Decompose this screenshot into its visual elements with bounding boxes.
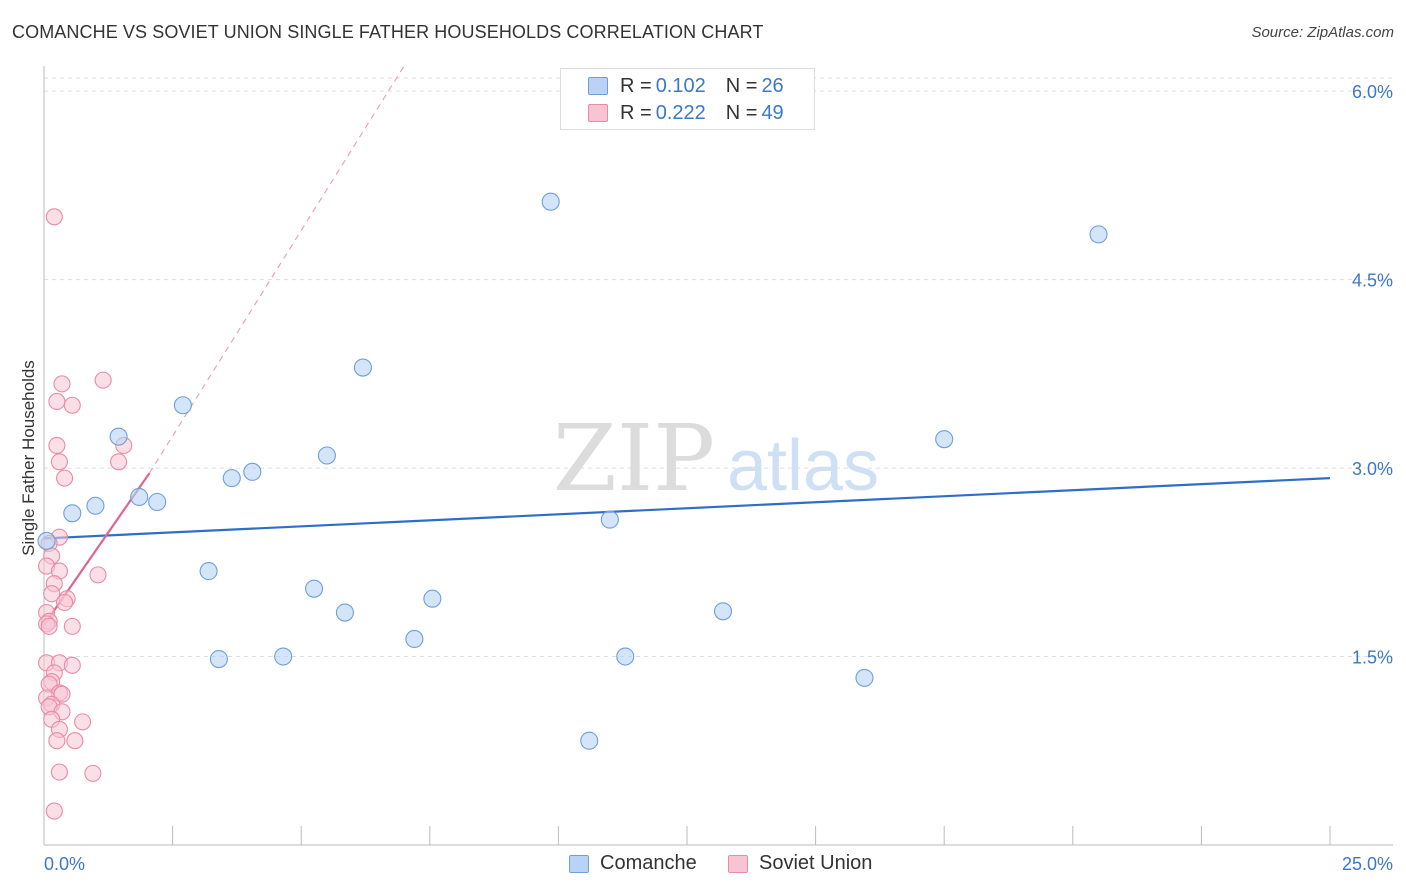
data-point-comanche xyxy=(243,462,262,481)
source-credit: Source: ZipAtlas.com xyxy=(1251,24,1394,41)
x-tick-label-min: 0.0% xyxy=(44,854,85,874)
data-point-comanche xyxy=(209,649,228,669)
chart-title: COMANCHE VS SOVIET UNION SINGLE FATHER H… xyxy=(12,22,764,42)
legend-r-label: R = xyxy=(620,74,652,97)
bottom-legend-label-soviet: Soviet Union xyxy=(759,852,873,874)
axes xyxy=(43,66,1393,846)
y-tick-labels: 1.5% 3.0% 4.5% 6.0% xyxy=(1352,82,1393,667)
bottom-legend-soviet: Soviet Union xyxy=(728,852,872,875)
legend-row-comanche: R = 0.102 N = 26 xyxy=(561,73,784,99)
legend-swatch-soviet xyxy=(588,104,608,122)
y-tick-label: 4.5% xyxy=(1352,271,1393,291)
data-point-comanche xyxy=(580,731,599,750)
y-tick-label: 1.5% xyxy=(1352,648,1393,668)
watermark-atlas: atlas xyxy=(727,426,879,506)
legend-swatch-comanche xyxy=(588,77,608,95)
bottom-legend-swatch-soviet xyxy=(728,854,748,873)
y-tick-label: 3.0% xyxy=(1352,459,1393,479)
trend-line-comanche xyxy=(43,477,1331,540)
watermark-zip: ZIP xyxy=(553,405,715,512)
data-point-comanche xyxy=(713,602,733,621)
data-point-soviet xyxy=(89,566,107,584)
data-point-comanche xyxy=(855,668,874,687)
data-point-comanche xyxy=(935,430,954,449)
legend-n-value: 26 xyxy=(761,74,784,97)
data-point-soviet xyxy=(110,453,128,471)
data-point-comanche xyxy=(274,647,293,666)
bottom-legend: Comanche Soviet Union xyxy=(0,852,1406,878)
data-point-comanche xyxy=(109,427,128,446)
data-point-comanche xyxy=(86,496,105,515)
data-point-comanche xyxy=(317,446,336,465)
data-point-comanche xyxy=(173,396,192,415)
data-point-comanche xyxy=(37,531,56,550)
bottom-legend-label-comanche: Comanche xyxy=(600,852,697,874)
data-point-comanche xyxy=(541,192,560,211)
data-point-soviet xyxy=(50,453,68,471)
data-point-comanche xyxy=(130,487,149,507)
data-point-comanche xyxy=(335,603,354,622)
data-point-soviet xyxy=(74,713,92,731)
data-point-comanche xyxy=(63,504,82,523)
y-tick-label: 6.0% xyxy=(1352,82,1393,102)
data-point-soviet xyxy=(94,371,112,389)
gridlines xyxy=(44,77,1393,658)
data-point-soviet xyxy=(63,396,81,414)
data-point-comanche xyxy=(148,492,167,512)
data-point-soviet xyxy=(56,593,74,612)
data-point-soviet xyxy=(40,617,58,635)
data-point-comanche xyxy=(423,589,442,608)
trend-lines xyxy=(43,65,1331,626)
y-axis-label: Single Father Households xyxy=(19,360,38,556)
data-point-comanche xyxy=(616,647,635,666)
data-point-soviet xyxy=(63,617,81,635)
data-point-comanche xyxy=(353,358,372,377)
x-tick-label-max: 25.0% xyxy=(1342,854,1393,874)
data-point-soviet xyxy=(48,436,66,454)
bottom-legend-swatch-comanche xyxy=(569,854,589,873)
watermark: ZIP atlas xyxy=(553,405,879,512)
data-point-soviet xyxy=(84,764,102,782)
data-point-soviet xyxy=(50,763,68,781)
legend: R = 0.102 N = 26 R = 0.222 N = 49 xyxy=(560,68,815,130)
legend-n-value: 49 xyxy=(761,101,784,124)
data-point-soviet xyxy=(66,732,84,750)
data-point-soviet xyxy=(43,585,61,603)
data-point-soviet xyxy=(53,375,71,393)
data-point-soviet xyxy=(56,469,74,487)
bottom-legend-comanche: Comanche xyxy=(569,852,697,875)
data-point-soviet xyxy=(45,208,63,226)
legend-n-label: N = xyxy=(725,101,758,124)
data-point-comanche xyxy=(600,510,619,529)
data-point-comanche xyxy=(222,469,241,488)
data-point-soviet xyxy=(48,392,66,411)
data-point-comanche xyxy=(199,562,218,581)
data-point-soviet xyxy=(48,732,66,750)
data-point-comanche xyxy=(305,579,324,598)
data-point-comanche xyxy=(1089,225,1108,244)
legend-r-value: 0.102 xyxy=(655,74,706,97)
data-point-comanche xyxy=(405,629,424,648)
legend-r-value: 0.222 xyxy=(655,101,706,124)
data-points xyxy=(37,192,1108,820)
data-point-soviet xyxy=(45,802,63,820)
data-point-soviet xyxy=(63,656,81,674)
legend-r-label: R = xyxy=(620,101,652,124)
legend-n-label: N = xyxy=(725,74,758,97)
legend-row-soviet: R = 0.222 N = 49 xyxy=(561,100,784,126)
